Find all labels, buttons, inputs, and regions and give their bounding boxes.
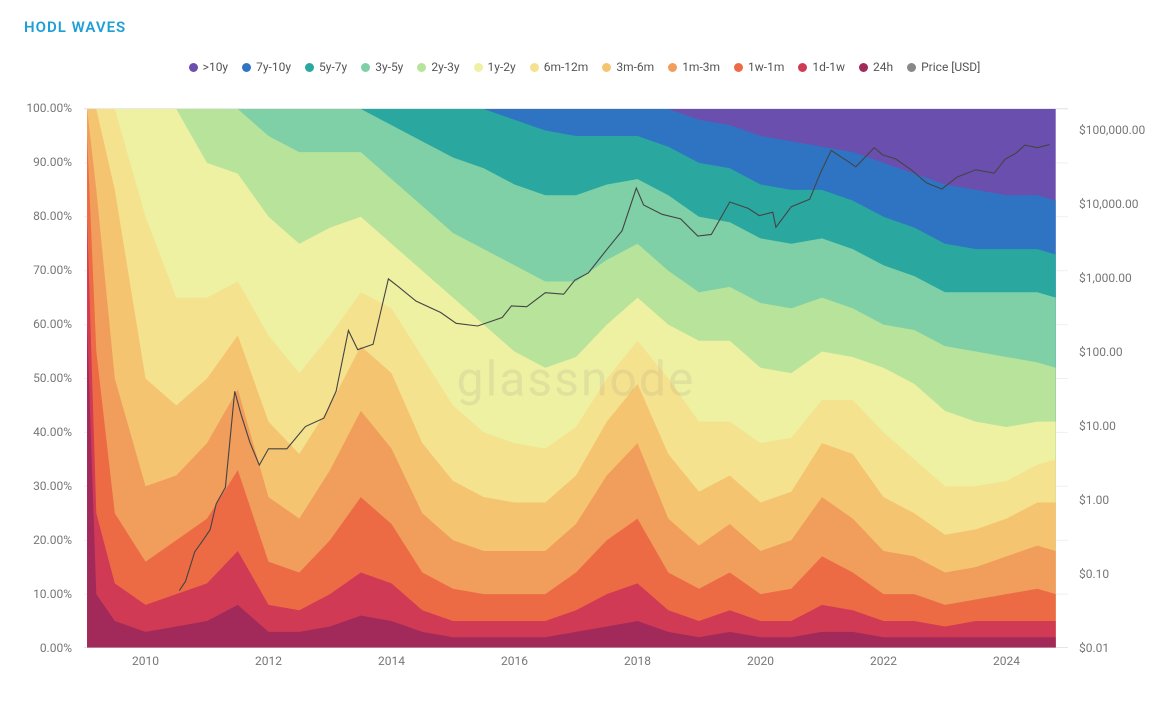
x-tick-label: 2018 [624, 654, 651, 668]
legend-label: 1y-2y [488, 60, 516, 74]
legend-label: 5y-7y [319, 60, 347, 74]
legend-dot-icon [417, 63, 426, 72]
y-right-tick-label: $1,000.00 [1079, 271, 1132, 285]
legend-dot-icon [668, 63, 677, 72]
chart-area: glassnode [84, 108, 1068, 648]
legend-item[interactable]: 3y-5y [361, 60, 403, 74]
y-left-tick-label: 50.00% [33, 371, 72, 385]
x-tick-label: 2024 [993, 654, 1020, 668]
legend-dot-icon [242, 63, 251, 72]
legend-item[interactable]: 3m-6m [602, 60, 654, 74]
legend-item[interactable]: 1y-2y [474, 60, 516, 74]
legend-item[interactable]: Price [USD] [907, 60, 980, 74]
y-right-tick-label: $10.00 [1079, 419, 1116, 433]
x-tick-label: 2022 [870, 654, 897, 668]
y-left-tick-label: 70.00% [33, 263, 72, 277]
legend-dot-icon [189, 63, 198, 72]
y-left-tick-label: 10.00% [33, 587, 72, 601]
x-tick-label: 2010 [132, 654, 159, 668]
y-left-tick-label: 90.00% [33, 155, 72, 169]
legend-item[interactable]: 7y-10y [242, 60, 291, 74]
legend-item[interactable]: 2y-3y [417, 60, 459, 74]
legend-dot-icon [361, 63, 370, 72]
y-left-tick-label: 100.00% [26, 101, 72, 115]
legend-dot-icon [474, 63, 483, 72]
y-left-tick-label: 60.00% [33, 317, 72, 331]
y-left-tick-label: 0.00% [40, 641, 72, 655]
y-right-tick-label: $1.00 [1079, 493, 1109, 507]
x-tick-label: 2012 [255, 654, 282, 668]
legend-item[interactable]: 5y-7y [305, 60, 347, 74]
legend-dot-icon [798, 63, 807, 72]
chart-svg [84, 109, 1068, 648]
y-left-tick-label: 30.00% [33, 479, 72, 493]
y-right-tick-label: $0.10 [1079, 567, 1109, 581]
legend-item[interactable]: 24h [859, 60, 893, 74]
x-tick-label: 2014 [378, 654, 405, 668]
legend-dot-icon [859, 63, 868, 72]
legend-label: 1w-1m [748, 60, 784, 74]
legend-label: >10y [203, 60, 228, 74]
legend-item[interactable]: 1d-1w [798, 60, 845, 74]
legend-label: 1m-3m [682, 60, 720, 74]
y-left-axis: 0.00%10.00%20.00%30.00%40.00%50.00%60.00… [0, 108, 78, 648]
legend-dot-icon [530, 63, 539, 72]
legend-item[interactable]: 1w-1m [734, 60, 784, 74]
y-left-tick-label: 40.00% [33, 425, 72, 439]
legend: >10y 7y-10y 5y-7y 3y-5y 2y-3y 1y-2y 6m-12m 3m-6… [0, 60, 1169, 74]
chart-title: HODL WAVES [24, 18, 126, 36]
x-tick-label: 2016 [501, 654, 528, 668]
y-right-axis: $100,000.00 $10,000.00 $1,000.00 $100.00 $10… [1073, 108, 1169, 648]
x-tick-label: 2020 [747, 654, 774, 668]
legend-dot-icon [305, 63, 314, 72]
legend-item[interactable]: 1m-3m [668, 60, 720, 74]
y-left-tick-label: 80.00% [33, 209, 72, 223]
y-right-tick-label: $100,000.00 [1079, 123, 1145, 137]
legend-item[interactable]: >10y [189, 60, 228, 74]
legend-label: 3y-5y [375, 60, 403, 74]
legend-label: 1d-1w [812, 60, 845, 74]
legend-dot-icon [907, 63, 916, 72]
legend-dot-icon [602, 63, 611, 72]
y-right-tick-label: $100.00 [1079, 345, 1123, 359]
legend-label: 3m-6m [616, 60, 654, 74]
legend-label: 24h [873, 60, 893, 74]
y-left-tick-label: 20.00% [33, 533, 72, 547]
legend-dot-icon [734, 63, 743, 72]
y-right-tick-label: $0.01 [1079, 641, 1109, 655]
legend-label: 2y-3y [431, 60, 459, 74]
legend-item[interactable]: 6m-12m [530, 60, 589, 74]
legend-label: 6m-12m [544, 60, 589, 74]
legend-label: 7y-10y [256, 60, 291, 74]
legend-label: Price [USD] [921, 60, 980, 74]
y-right-tick-label: $10,000.00 [1079, 197, 1138, 211]
